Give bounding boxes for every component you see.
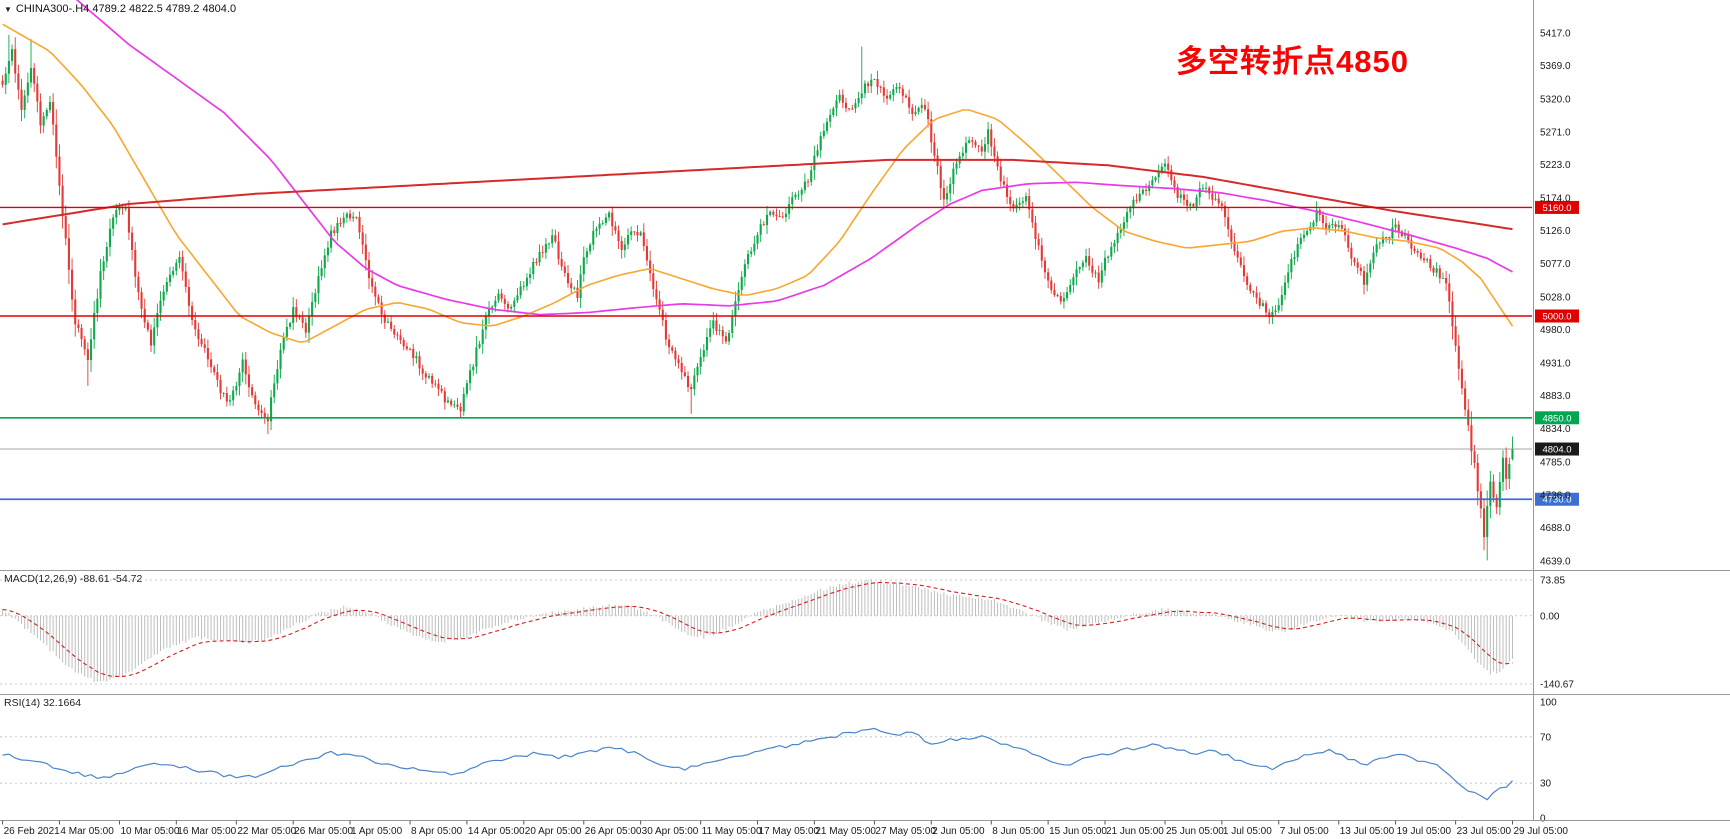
- time-axis-label: 22 Mar 05:00: [237, 826, 296, 837]
- time-axis-label: 10 Mar 05:00: [120, 826, 179, 837]
- macd-signal-line: [2, 581, 1513, 677]
- time-axis-label: 21 May 05:00: [815, 826, 876, 837]
- level-badge-4730.0: [1535, 492, 1579, 506]
- candle-wicks-up: [5, 35, 1513, 561]
- level-badge-text: 4850.0: [1542, 413, 1571, 424]
- macd-axis-labels: 73.85 0.00 -140.67: [1540, 576, 1574, 691]
- level-badge-text: 5000.0: [1542, 312, 1571, 323]
- rsi-axis-label: 0: [1540, 814, 1546, 825]
- price-axis-label: 4736.0: [1540, 491, 1571, 502]
- time-axis-label: 29 Jul 05:00: [1513, 826, 1568, 837]
- price-axis-label: 4639.0: [1540, 557, 1571, 568]
- ma-orange-line: [2, 23, 1514, 343]
- time-axis-label: 13 Jul 05:00: [1340, 826, 1395, 837]
- time-axis-label: 19 Jul 05:00: [1397, 826, 1452, 837]
- symbol-info-bar: ▼ CHINA300-.H4 4789.2 4822.5 4789.2 4804…: [4, 3, 236, 15]
- level-badge-text: 5160.0: [1542, 203, 1571, 214]
- time-axis-label: 17 May 05:00: [759, 826, 820, 837]
- price-axis-label: 5417.0: [1540, 29, 1571, 40]
- current-price-badge-text: 4804.0: [1542, 445, 1571, 456]
- time-axis-label: 20 Apr 05:00: [525, 826, 582, 837]
- rsi-indicator-label: RSI(14) 32.1664: [4, 697, 82, 709]
- time-axis-label: 8 Jun 05:00: [992, 826, 1045, 837]
- chart-collapse-icon[interactable]: ▼: [4, 4, 12, 14]
- ma-red-line: [2, 158, 1513, 231]
- price-axis-label: 5320.0: [1540, 94, 1571, 105]
- chart-annotation-text[interactable]: 多空转折点4850: [1176, 44, 1409, 79]
- rsi-line: [2, 727, 1513, 801]
- time-axis[interactable]: [0, 820, 1730, 839]
- price-axis-label: 5077.0: [1540, 259, 1571, 270]
- price-axis-label: 5223.0: [1540, 160, 1571, 171]
- time-axis-label: 15 Jun 05:00: [1049, 826, 1107, 837]
- level-badge-text: 4730.0: [1542, 495, 1571, 506]
- time-axis-label: 7 Jul 05:00: [1280, 826, 1329, 837]
- time-axis-label: 26 Mar 05:00: [294, 826, 353, 837]
- price-axis[interactable]: [1534, 0, 1730, 820]
- price-axis-label: 5271.0: [1540, 128, 1571, 139]
- macd-axis-label: -140.67: [1540, 680, 1574, 691]
- level-badge-5000.0: [1535, 309, 1579, 323]
- main-price-panel: [1, 0, 1514, 561]
- rsi-axis-label: 100: [1540, 698, 1557, 709]
- price-axis-label: 4834.0: [1540, 424, 1571, 435]
- ma-magenta-line: [75, 0, 1513, 316]
- price-axis-label: 4931.0: [1540, 358, 1571, 369]
- time-axis-label: 1 Jul 05:00: [1223, 826, 1272, 837]
- panel-separators: [0, 0, 1730, 821]
- time-axis-label: 16 Mar 05:00: [177, 826, 236, 837]
- horizontal-levels: 5160.0 5000.0 4850.0 4730.0 4804.0: [0, 200, 1579, 506]
- time-axis-label: 14 Apr 05:00: [468, 826, 525, 837]
- macd-axis-label: 0.00: [1540, 611, 1560, 622]
- price-axis-label: 5174.0: [1540, 193, 1571, 204]
- price-axis-label: 5369.0: [1540, 61, 1571, 72]
- time-axis-label: 11 May 05:00: [702, 826, 762, 837]
- price-axis-label: 5126.0: [1540, 226, 1571, 237]
- time-axis-label: 25 Jun 05:00: [1166, 826, 1224, 837]
- price-axis-label: 4883.0: [1540, 391, 1571, 402]
- time-axis-label: 4 Mar 05:00: [60, 826, 114, 837]
- time-axis-label: 26 Feb 2021: [4, 826, 61, 837]
- time-axis-label: 1 Apr 05:00: [351, 826, 403, 837]
- macd-axis-label: 73.85: [1540, 576, 1565, 587]
- price-axis-label: 5028.0: [1540, 293, 1571, 304]
- rsi-axis-labels: 100 70 30 0: [1540, 698, 1557, 825]
- level-badge-4850.0: [1535, 411, 1579, 425]
- macd-panel: [0, 579, 1532, 685]
- macd-indicator-label: MACD(12,26,9) -88.61 -54.72: [4, 573, 143, 585]
- macd-histogram: [2, 579, 1513, 683]
- level-badge-5160.0: [1535, 200, 1579, 214]
- price-axis-label: 4785.0: [1540, 457, 1571, 468]
- current-price-badge: [1535, 442, 1579, 456]
- rsi-panel: [0, 727, 1532, 801]
- time-axis-label: 23 Jul 05:00: [1457, 826, 1512, 837]
- price-axis-label: 4688.0: [1540, 523, 1571, 534]
- time-axis-label: 8 Apr 05:00: [411, 826, 463, 837]
- time-axis-label: 21 Jun 05:00: [1106, 826, 1164, 837]
- symbol-ohlc-text: CHINA300-.H4 4789.2 4822.5 4789.2 4804.0: [15, 3, 237, 15]
- price-axis-label: 4980.0: [1540, 325, 1571, 336]
- time-axis-label: 30 Apr 05:00: [642, 826, 699, 837]
- time-axis-label: 26 Apr 05:00: [585, 826, 642, 837]
- time-axis-label: 2 Jun 05:00: [932, 826, 985, 837]
- time-axis-label: 27 May 05:00: [875, 826, 936, 837]
- rsi-axis-label: 70: [1540, 732, 1552, 743]
- rsi-axis-label: 30: [1540, 779, 1552, 790]
- price-axis-labels: 5417.0 5369.0 5320.0 5271.0 5223.0 5174.0 5126…: [1540, 29, 1571, 568]
